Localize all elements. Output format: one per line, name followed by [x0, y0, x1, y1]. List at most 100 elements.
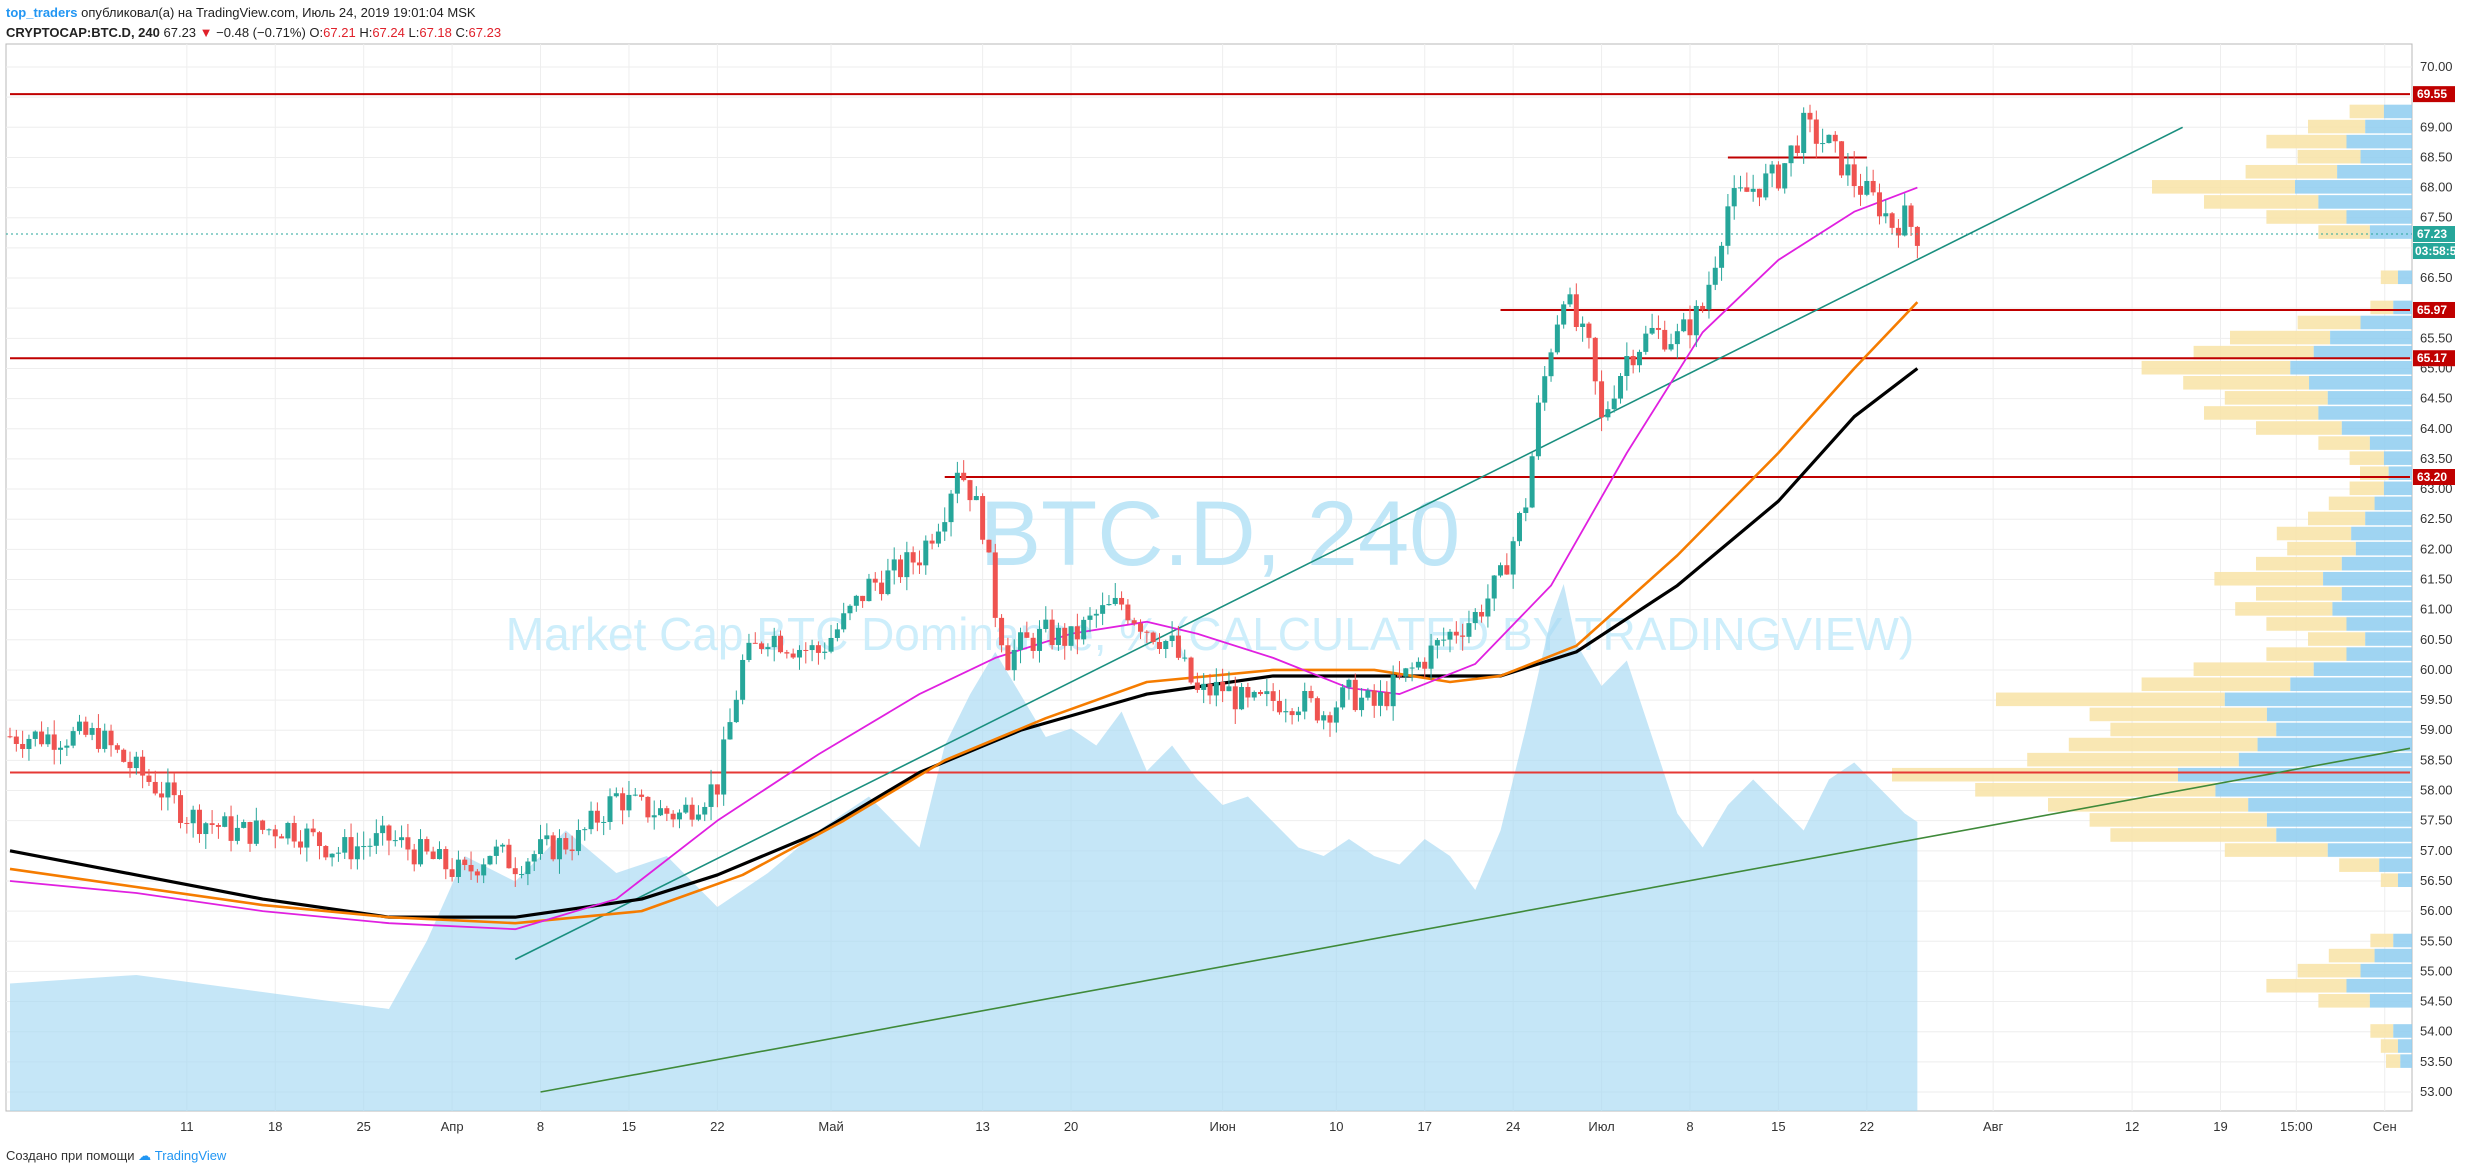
candle-body	[1068, 626, 1074, 646]
candle-body	[493, 846, 499, 856]
tradingview-logo-icon[interactable]: ☁	[138, 1148, 152, 1163]
candle-body	[1295, 711, 1301, 716]
time-tick: 15	[622, 1119, 636, 1134]
candle-body	[1384, 692, 1390, 707]
vp-bar-blue	[2365, 511, 2412, 526]
vp-bar-blue	[2383, 104, 2412, 119]
candle-body	[279, 836, 285, 839]
price-labels: 69.55 65.97 65.17 63.20 67.23 03:58:5	[2413, 86, 2457, 485]
vp-bar-yellow	[2297, 315, 2361, 330]
candle-body	[1276, 700, 1282, 713]
price-tick: 54.50	[2420, 994, 2453, 1009]
price-tick: 65.50	[2420, 330, 2453, 345]
candle-body	[1024, 632, 1030, 638]
vp-bar-yellow	[1996, 692, 2225, 707]
candle-body	[860, 595, 866, 602]
candle-body	[1036, 628, 1042, 651]
candle-body	[1605, 409, 1611, 418]
time-tick: 8	[537, 1119, 544, 1134]
level-price-label-text: 65.17	[2417, 351, 2447, 365]
trendlines[interactable]	[514, 126, 2411, 1093]
candle-body	[285, 822, 291, 839]
candle-body	[1624, 356, 1630, 377]
vp-bar-blue	[2341, 421, 2412, 435]
horizontal-levels[interactable]	[10, 93, 2410, 774]
last-price-label: 67.23	[2413, 226, 2455, 243]
author-link[interactable]: top_traders	[6, 5, 78, 20]
tradingview-brand[interactable]: TradingView	[154, 1148, 227, 1163]
candle-body	[954, 472, 960, 494]
vp-bar-yellow	[2349, 104, 2384, 119]
candle-body	[1586, 323, 1592, 338]
candle-body	[1340, 687, 1346, 708]
candle-body	[948, 493, 954, 523]
candle-body	[872, 578, 878, 583]
time-axis[interactable]: 11 18 25 Апр 8 15 22 Май 13 20 Июн 10 17 24 Июл 8 15 22 Ав…	[180, 1119, 2397, 1134]
candle-body	[1138, 623, 1144, 632]
candle-body	[1434, 640, 1440, 646]
vp-bar-yellow	[2183, 376, 2310, 390]
time-tick: 11	[180, 1119, 194, 1134]
candle-body	[1472, 611, 1478, 624]
symbol-label[interactable]: CRYPTOCAP:BTC.D, 240	[6, 25, 160, 40]
price-tick: 66.50	[2420, 270, 2453, 285]
candle-body	[506, 844, 512, 869]
vp-bar-yellow	[2380, 873, 2398, 887]
candle-body	[89, 728, 95, 735]
vp-bar-blue	[2257, 737, 2412, 752]
vp-bar-blue	[2341, 556, 2412, 571]
price-tick: 59.00	[2420, 722, 2453, 737]
candle-body	[575, 830, 581, 852]
candle-body	[1895, 227, 1901, 236]
candle-body	[1220, 681, 1226, 692]
vp-bar-yellow	[2308, 511, 2366, 526]
watermark-symbol: BTC.D, 240	[980, 483, 1461, 585]
close-label: C:	[455, 25, 469, 40]
candle-body	[803, 649, 809, 651]
vp-bar-yellow	[2089, 707, 2267, 722]
candle-body	[108, 730, 114, 746]
vp-bar-yellow	[2380, 270, 2398, 285]
vp-bar-yellow	[2224, 843, 2328, 857]
high-label: H:	[359, 25, 373, 40]
candle-body	[1839, 141, 1845, 176]
candle-body	[828, 637, 834, 652]
candle-body	[594, 810, 600, 823]
change-value: −0.48 (−0.71%)	[216, 25, 306, 40]
candle-body	[1908, 205, 1914, 227]
vp-bar-yellow	[2339, 858, 2380, 872]
candle-body	[658, 808, 664, 816]
candle-body	[102, 730, 108, 749]
candle-body	[588, 810, 594, 830]
price-tick: 60.00	[2420, 662, 2453, 677]
candle-body	[1131, 620, 1137, 624]
last-price-label-bg	[2413, 226, 2455, 243]
candle-body	[1813, 119, 1819, 144]
candle-body	[986, 539, 992, 553]
candle-body	[1510, 541, 1516, 575]
time-tick: Авг	[1983, 1119, 2004, 1134]
candle-body	[809, 645, 815, 651]
candle-body	[500, 844, 506, 847]
vp-bar-yellow	[2266, 647, 2347, 661]
vp-bar-blue	[2341, 587, 2412, 601]
price-tick: 55.00	[2420, 963, 2453, 978]
candle-body	[1693, 305, 1699, 336]
candle-body	[1662, 329, 1668, 350]
candle-body	[1561, 304, 1567, 325]
candle-body	[582, 829, 588, 831]
candle-body	[1270, 691, 1276, 701]
candle-body	[1074, 626, 1080, 640]
price-axis[interactable]: 70.0069.5069.0068.5068.0067.5067.0066.50…	[2420, 59, 2453, 1099]
vp-bar-yellow	[2328, 948, 2375, 963]
candle-body	[121, 749, 127, 762]
candle-body	[234, 827, 240, 841]
vp-bar-yellow	[2256, 556, 2342, 571]
candle-body	[304, 828, 310, 848]
candle-body	[1864, 180, 1870, 195]
candle-body	[1447, 631, 1453, 640]
candle-body	[228, 816, 234, 841]
candle-body	[746, 642, 752, 660]
vp-bar-yellow	[2287, 541, 2356, 556]
